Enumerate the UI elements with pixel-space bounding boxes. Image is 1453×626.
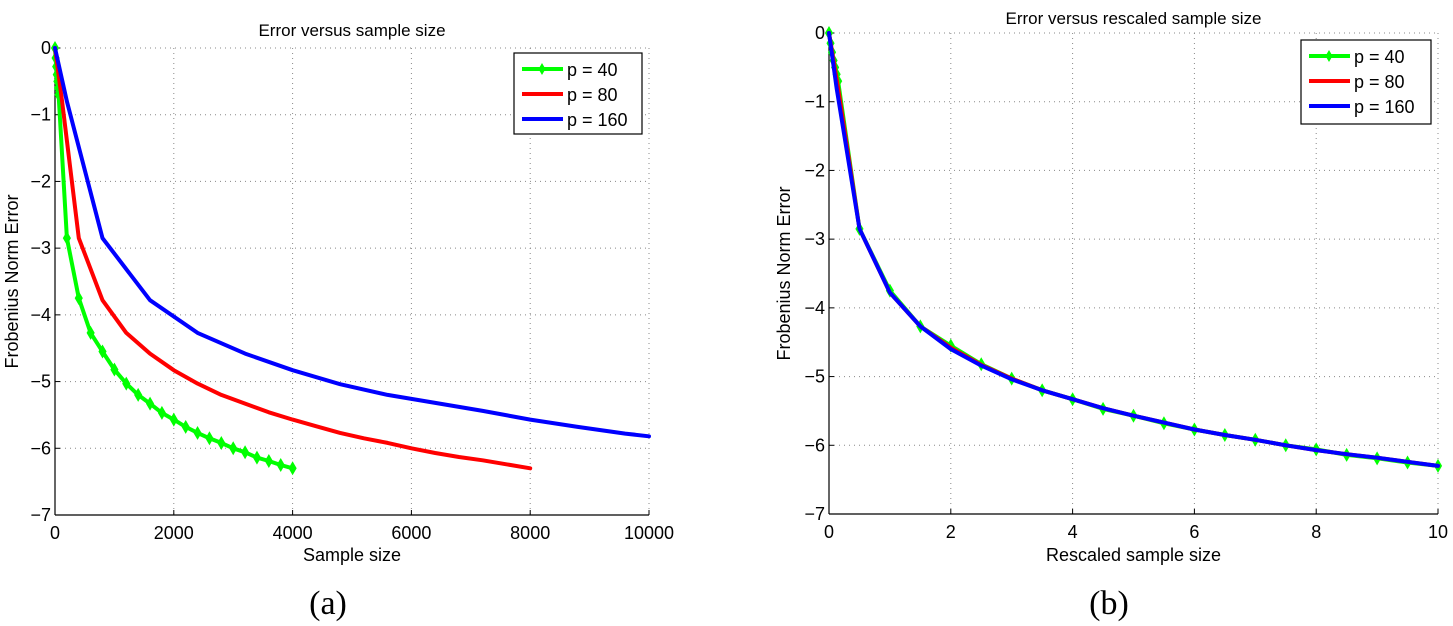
diamond-marker (193, 425, 202, 440)
diamond-marker (110, 362, 119, 377)
series-p160 (827, 31, 1440, 468)
y-tick-label: −4 (30, 305, 51, 325)
legend-item: p = 160 (522, 110, 628, 130)
diamond-marker (1325, 50, 1333, 62)
y-tick-label: −5 (804, 367, 825, 387)
diamond-marker (169, 412, 178, 427)
legend: p = 40 p = 80 p = 160 (1300, 39, 1432, 125)
x-tick-label: 4000 (273, 523, 313, 543)
y-tick-label: −7 (804, 504, 825, 524)
diamond-marker (157, 405, 166, 420)
legend-label: p = 80 (567, 85, 618, 105)
y-tick-label: −6 (804, 435, 825, 455)
legend-label: p = 40 (567, 60, 618, 80)
x-axis-label: Rescaled sample size (1046, 545, 1221, 565)
x-tick-label: 0 (50, 523, 60, 543)
y-axis-label: Frobenius Norm Error (774, 186, 794, 360)
y-tick-label: 0 (815, 23, 825, 43)
legend-item: p = 40 (1309, 47, 1405, 67)
chart-panel-a: Error versus sample size 0 2000 4000 6000 800… (2, 21, 674, 622)
x-tick-label: 6 (1189, 522, 1199, 542)
legend-item: p = 80 (1309, 72, 1405, 92)
chart-title: Error versus rescaled sample size (1005, 9, 1261, 28)
chart-panel-b: Error versus rescaled sample size 0 2 4 6 8 10… (774, 9, 1448, 622)
y-tick-label: −2 (804, 160, 825, 180)
y-tick-label: −6 (30, 438, 51, 458)
data-series (50, 41, 651, 476)
legend-label: p = 160 (1354, 97, 1415, 117)
diamond-marker (62, 231, 71, 246)
x-tick-label: 8000 (510, 523, 550, 543)
diamond-marker (134, 387, 143, 402)
y-tick-label: −7 (30, 505, 51, 525)
diamond-marker (252, 450, 262, 465)
y-axis-label: Frobenius Norm Error (2, 194, 22, 368)
y-tick-label: −2 (30, 171, 51, 191)
y-tick-label: −3 (30, 238, 51, 258)
diamond-marker (86, 325, 95, 340)
legend: p = 40 p = 80 p = 160 (513, 52, 643, 135)
diamond-marker (538, 63, 546, 75)
y-tick-label: −1 (30, 105, 51, 125)
diamond-marker (145, 396, 155, 411)
x-axis-label: Sample size (303, 545, 401, 565)
x-tick-label: 10000 (624, 523, 674, 543)
diamond-marker (288, 461, 297, 476)
diamond-marker (217, 435, 226, 450)
x-tick-label: 4 (1068, 522, 1078, 542)
diamond-marker (264, 453, 273, 468)
legend-item: p = 160 (1309, 97, 1415, 117)
panel-caption: (b) (1089, 585, 1129, 622)
diamond-marker (229, 441, 238, 456)
x-tick-label: 8 (1311, 522, 1321, 542)
diamond-marker (205, 431, 214, 446)
x-tick-label: 2 (946, 522, 956, 542)
y-tick-label: −3 (804, 229, 825, 249)
x-tick-label: 2000 (154, 523, 194, 543)
y-tick-label: 0 (41, 38, 51, 58)
x-tick-label: 0 (824, 522, 834, 542)
x-tick-label: 6000 (391, 523, 431, 543)
diamond-marker (98, 344, 107, 359)
y-tick-label: −1 (804, 92, 825, 112)
legend-item: p = 80 (522, 85, 618, 105)
legend-label: p = 160 (567, 110, 628, 130)
series-p160 (53, 46, 651, 439)
diamond-marker (241, 445, 250, 460)
x-tick-labels: 0 2 4 6 8 10 (824, 509, 1448, 542)
diamond-marker (74, 291, 83, 306)
legend-label: p = 80 (1354, 72, 1405, 92)
x-tick-labels: 0 2000 4000 6000 8000 10000 (50, 510, 674, 543)
diamond-marker (276, 457, 285, 472)
y-tick-label: −4 (804, 298, 825, 318)
legend-item: p = 40 (522, 60, 618, 80)
x-tick-label: 10 (1428, 522, 1448, 542)
chart-title: Error versus sample size (258, 21, 445, 40)
legend-label: p = 40 (1354, 47, 1405, 67)
data-series (824, 26, 1443, 473)
y-tick-labels: 0 −1 −2 −3 −4 −5 −6 −7 (30, 38, 60, 525)
series-p80 (53, 46, 533, 471)
diamond-marker (181, 419, 190, 434)
y-tick-label: −5 (30, 372, 51, 392)
y-tick-labels: 0 −1 −2 −3 −4 −5 −6 −7 (804, 23, 834, 524)
panel-caption: (a) (309, 585, 347, 622)
diamond-marker (122, 376, 131, 391)
